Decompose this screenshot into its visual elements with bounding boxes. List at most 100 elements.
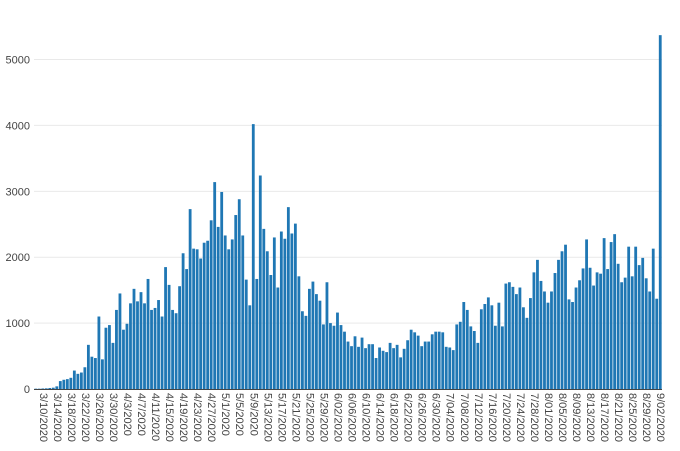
bar bbox=[192, 248, 196, 389]
bar bbox=[564, 244, 567, 389]
bar bbox=[532, 272, 536, 389]
bar bbox=[623, 277, 627, 389]
bar bbox=[620, 282, 624, 389]
y-gridlines bbox=[34, 59, 662, 324]
x-tick-label: 8/13/2020 bbox=[584, 393, 596, 442]
x-tick-label: 4/15/2020 bbox=[163, 393, 175, 442]
x-tick-label: 8/01/2020 bbox=[542, 393, 554, 442]
x-tick-label: 3/30/2020 bbox=[107, 393, 119, 442]
x-tick-label: 4/3/2020 bbox=[121, 393, 133, 436]
bar bbox=[227, 249, 231, 389]
bar bbox=[213, 182, 217, 389]
bar bbox=[416, 335, 420, 389]
x-tick-label: 7/16/2020 bbox=[486, 393, 498, 442]
bar bbox=[490, 305, 494, 389]
bar bbox=[427, 341, 431, 389]
bar bbox=[265, 251, 269, 389]
bar bbox=[90, 356, 94, 389]
y-tick-label: 3000 bbox=[6, 186, 30, 198]
bar bbox=[258, 175, 262, 389]
bar bbox=[504, 283, 508, 389]
bar bbox=[143, 303, 146, 389]
y-tick-label: 4000 bbox=[6, 120, 30, 132]
bar bbox=[357, 346, 360, 389]
bar bbox=[346, 341, 350, 389]
x-tick-label: 3/10/2020 bbox=[37, 393, 49, 442]
bar bbox=[139, 292, 143, 389]
bar bbox=[465, 309, 469, 389]
bar bbox=[69, 377, 73, 389]
bar bbox=[157, 300, 160, 389]
bar bbox=[536, 259, 539, 389]
bar bbox=[318, 300, 322, 389]
bar bbox=[627, 246, 631, 389]
bar bbox=[378, 347, 381, 389]
bar bbox=[223, 235, 227, 389]
bar bbox=[395, 344, 399, 389]
bar bbox=[634, 246, 638, 389]
bar bbox=[360, 337, 364, 389]
bar bbox=[472, 331, 476, 389]
bar bbox=[129, 303, 132, 389]
bar bbox=[637, 265, 641, 389]
bar bbox=[595, 272, 599, 389]
bar bbox=[441, 332, 445, 389]
bar bbox=[178, 286, 181, 389]
y-tick-label: 1000 bbox=[6, 318, 30, 330]
x-tick-label: 7/08/2020 bbox=[458, 393, 470, 442]
bar bbox=[322, 324, 325, 389]
y-tick-label: 0 bbox=[24, 384, 30, 396]
bar bbox=[244, 279, 248, 389]
bar bbox=[55, 386, 59, 389]
bar bbox=[202, 242, 206, 389]
bar bbox=[48, 388, 52, 389]
bar bbox=[385, 352, 388, 389]
bar bbox=[76, 373, 80, 389]
bar bbox=[72, 370, 76, 389]
bar bbox=[364, 348, 367, 389]
bar bbox=[234, 215, 238, 389]
bar bbox=[44, 388, 48, 389]
bar bbox=[402, 348, 406, 389]
bar bbox=[651, 248, 655, 389]
bar bbox=[111, 342, 115, 390]
bar bbox=[388, 342, 392, 390]
bar bbox=[308, 288, 311, 389]
bar bbox=[409, 329, 413, 389]
bar bbox=[51, 387, 55, 389]
bar bbox=[500, 326, 504, 389]
bar bbox=[125, 323, 129, 389]
x-tick-label: 3/22/2020 bbox=[79, 393, 91, 442]
y-tick-label: 5000 bbox=[6, 55, 30, 67]
bar bbox=[115, 309, 118, 389]
x-tick-label: 5/17/2020 bbox=[275, 393, 287, 442]
bar bbox=[546, 302, 550, 389]
bar bbox=[269, 275, 273, 389]
x-tick-label: 9/02/2020 bbox=[654, 393, 666, 442]
bar bbox=[529, 298, 532, 389]
x-tick-label: 5/13/2020 bbox=[261, 393, 273, 442]
x-tick-label: 6/30/2020 bbox=[430, 393, 442, 442]
bar bbox=[332, 325, 336, 389]
bars bbox=[34, 35, 662, 390]
x-tick-label: 4/23/2020 bbox=[191, 393, 203, 442]
x-tick-label: 8/29/2020 bbox=[640, 393, 652, 442]
y-tick-label: 2000 bbox=[6, 252, 30, 264]
bar bbox=[543, 291, 546, 389]
x-tick-label: 6/18/2020 bbox=[388, 393, 400, 442]
bar bbox=[574, 287, 578, 389]
bar bbox=[458, 321, 462, 389]
bar bbox=[311, 281, 315, 389]
x-tick-label: 5/5/2020 bbox=[233, 393, 245, 436]
bar bbox=[206, 240, 210, 389]
bar bbox=[195, 249, 199, 389]
bar bbox=[406, 340, 410, 389]
bar bbox=[293, 223, 297, 389]
bar bbox=[430, 334, 434, 389]
bar bbox=[185, 269, 189, 389]
bar bbox=[497, 302, 501, 389]
x-tick-label: 4/7/2020 bbox=[135, 393, 147, 436]
bar bbox=[122, 329, 125, 389]
bar bbox=[448, 347, 452, 389]
x-tick-label: 7/12/2020 bbox=[472, 393, 484, 442]
